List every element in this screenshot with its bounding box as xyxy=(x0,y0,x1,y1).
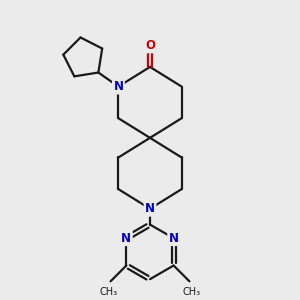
Text: CH₃: CH₃ xyxy=(100,286,118,296)
Text: N: N xyxy=(113,80,123,93)
Text: O: O xyxy=(145,39,155,52)
Text: CH₃: CH₃ xyxy=(182,286,200,296)
Text: N: N xyxy=(145,202,155,215)
Text: N: N xyxy=(122,232,131,245)
Text: N: N xyxy=(169,232,178,245)
